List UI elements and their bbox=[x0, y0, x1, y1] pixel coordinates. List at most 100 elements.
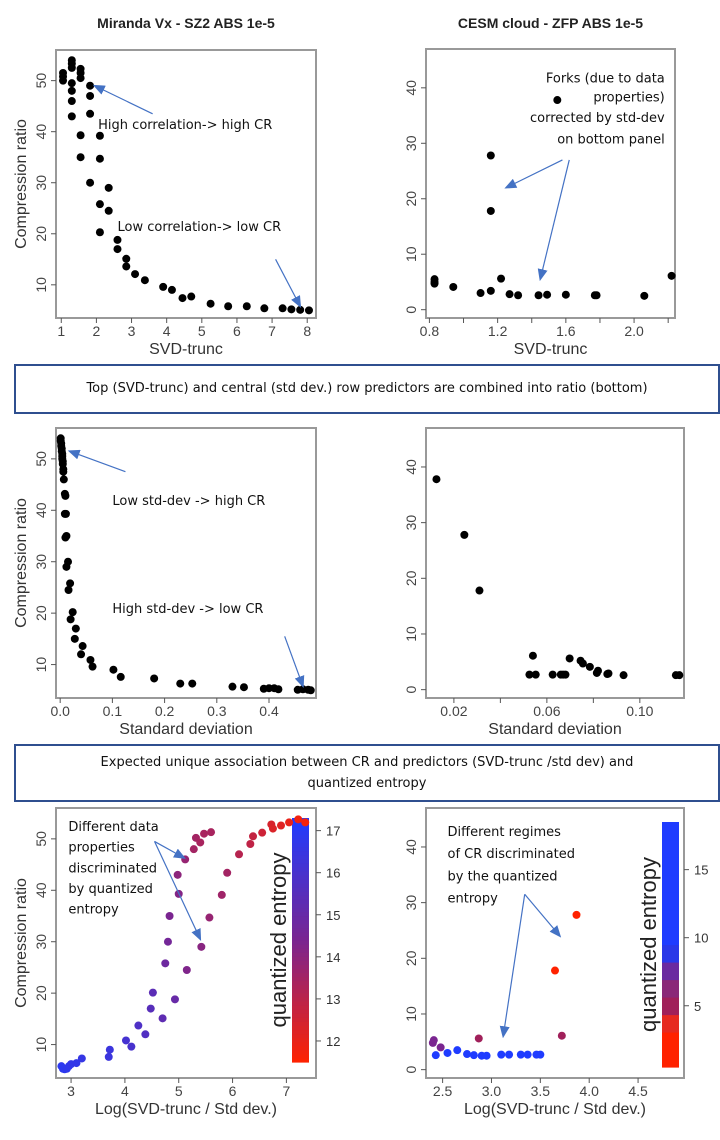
y-tick-label: 40 bbox=[403, 80, 419, 96]
data-point bbox=[67, 63, 76, 72]
data-point bbox=[561, 290, 570, 299]
y-tick-label: 0 bbox=[403, 306, 419, 314]
data-point bbox=[463, 1050, 472, 1059]
colorbar: 12 13 14 15 16 17 quantized entropy bbox=[266, 818, 340, 1063]
panel-tl: Miranda Vx - SZ2 ABS 1e-5 1 2 3 4 5 6 7 8 10 20 30 4… bbox=[13, 15, 317, 358]
chart-title: Miranda Vx - SZ2 ABS 1e-5 bbox=[97, 15, 275, 31]
colorbar-segment bbox=[292, 984, 309, 990]
points bbox=[430, 96, 676, 300]
data-point bbox=[460, 530, 469, 539]
colorbar-segment bbox=[292, 996, 309, 1002]
data-point bbox=[76, 131, 85, 140]
plot-frame bbox=[425, 48, 676, 319]
caption-box-top: Top (SVD-trunc) and central (std dev.) r… bbox=[14, 364, 720, 414]
data-point bbox=[223, 868, 232, 877]
data-point bbox=[77, 650, 86, 659]
data-point bbox=[278, 304, 287, 313]
colorbar-segment bbox=[292, 1001, 309, 1006]
data-point bbox=[86, 655, 95, 664]
colorbar-segment bbox=[292, 1017, 309, 1022]
y-tick-label: 10 bbox=[403, 246, 419, 262]
colorbar-segment bbox=[292, 1005, 309, 1010]
colorbar-segment bbox=[292, 862, 309, 868]
colorbar-tick-label: 13 bbox=[326, 992, 340, 1007]
y-tick-label: 20 bbox=[403, 191, 419, 207]
y-tick-label: 50 bbox=[33, 451, 49, 467]
data-point bbox=[285, 818, 294, 827]
x-tick-label: 1.6 bbox=[556, 323, 576, 339]
data-point bbox=[86, 109, 95, 118]
data-point bbox=[436, 1043, 445, 1052]
data-point bbox=[59, 76, 68, 85]
annotation-text: discriminated bbox=[68, 861, 157, 876]
x-tick-label: 3 bbox=[67, 1083, 75, 1099]
plot-frame bbox=[425, 427, 685, 699]
x-tick-label: 2.0 bbox=[624, 323, 644, 339]
y-tick-label: 10 bbox=[33, 1037, 49, 1053]
y-tick-label: 20 bbox=[33, 605, 49, 621]
y-tick-label: 20 bbox=[33, 985, 49, 1001]
data-point bbox=[77, 1054, 86, 1063]
data-point bbox=[228, 682, 237, 691]
colorbar-segment bbox=[662, 822, 679, 841]
data-point bbox=[543, 290, 552, 299]
data-point bbox=[59, 467, 68, 476]
data-point bbox=[207, 828, 216, 837]
caption-box-bottom: Expected unique association between CR a… bbox=[14, 744, 720, 802]
x-tick-label: 0.1 bbox=[103, 703, 123, 719]
x-axis-label: Standard deviation bbox=[119, 721, 252, 738]
data-point bbox=[76, 74, 85, 83]
x-tick-label: 2 bbox=[93, 323, 101, 339]
x-tick-label: 6 bbox=[229, 1083, 237, 1099]
data-point bbox=[61, 509, 70, 518]
colorbar-segment bbox=[292, 883, 309, 888]
data-point bbox=[304, 306, 313, 315]
data-point bbox=[239, 683, 248, 692]
caption-top-text: Top (SVD-trunc) and central (std dev.) r… bbox=[86, 381, 648, 396]
data-point bbox=[141, 1030, 150, 1039]
colorbar-segment bbox=[292, 972, 309, 978]
x-tick-label: 7 bbox=[268, 323, 276, 339]
annotation-text: on bottom panel bbox=[557, 132, 665, 147]
plot-frame bbox=[55, 807, 317, 1079]
colorbar-segment bbox=[292, 931, 309, 937]
data-point bbox=[431, 1051, 440, 1060]
data-point bbox=[68, 608, 77, 617]
colorbar-segment bbox=[292, 944, 309, 949]
data-point bbox=[536, 1050, 545, 1059]
data-point bbox=[249, 832, 258, 841]
annotation-arrow bbox=[504, 159, 563, 189]
colorbar-segment bbox=[292, 850, 309, 856]
data-point bbox=[268, 824, 277, 833]
data-point bbox=[161, 959, 170, 968]
y-tick-label: 10 bbox=[33, 657, 49, 673]
colorbar-segment bbox=[292, 1029, 309, 1035]
x-tick-label: 7 bbox=[282, 1083, 290, 1099]
data-point bbox=[113, 235, 122, 244]
data-point bbox=[170, 995, 179, 1004]
annotation-text: Different data bbox=[68, 820, 158, 835]
data-point bbox=[516, 1050, 525, 1059]
x-tick-label: 5 bbox=[175, 1083, 183, 1099]
data-point bbox=[61, 491, 70, 500]
y-tick-label: 20 bbox=[33, 226, 49, 242]
y-tick-label: 30 bbox=[33, 175, 49, 191]
data-point bbox=[67, 97, 76, 106]
data-point bbox=[134, 1021, 143, 1030]
data-point bbox=[205, 913, 214, 922]
y-tick-label: 40 bbox=[33, 502, 49, 518]
annotation-arrow bbox=[275, 259, 302, 309]
colorbar-segment bbox=[662, 857, 679, 876]
x-tick-label: 4.0 bbox=[579, 1083, 599, 1099]
x-tick-label: 2.5 bbox=[433, 1083, 453, 1099]
colorbar-segment bbox=[292, 899, 309, 904]
data-point bbox=[159, 282, 168, 291]
points bbox=[56, 434, 315, 695]
colorbar-segment bbox=[662, 874, 679, 893]
colorbar-segment bbox=[292, 826, 309, 831]
x-tick-label: 0.2 bbox=[155, 703, 175, 719]
colorbar-label: quantized entropy bbox=[636, 857, 661, 1032]
x-tick-label: 0.8 bbox=[420, 323, 440, 339]
data-point bbox=[486, 151, 495, 160]
x-tick-label: 0.10 bbox=[626, 703, 653, 719]
